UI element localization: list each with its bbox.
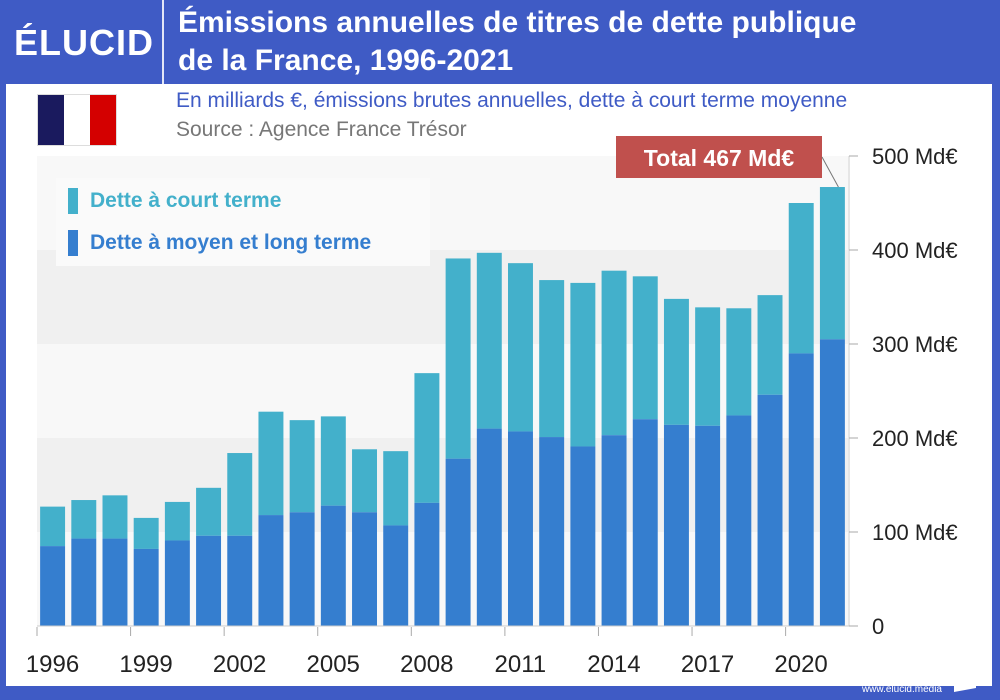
total-annotation: Total 467 Md€ <box>616 136 839 188</box>
x-tick-label: 2017 <box>681 651 734 678</box>
bar-short-term-2003 <box>258 411 284 516</box>
bar-short-term-2019 <box>757 295 783 395</box>
legend-swatch-short-term <box>68 188 78 214</box>
bar-short-term-2008 <box>414 373 440 503</box>
bar-long-term-2015 <box>632 419 658 626</box>
x-tick-label: 2020 <box>774 651 827 678</box>
bar-short-term-2015 <box>632 276 658 420</box>
bar-short-term-2020 <box>788 203 814 354</box>
bar-long-term-2013 <box>570 446 596 626</box>
bar-short-term-2012 <box>539 280 565 438</box>
x-tick-label: 2014 <box>587 651 640 678</box>
bar-short-term-2011 <box>508 263 533 432</box>
bar-long-term-2002 <box>227 535 253 626</box>
flag-stripe-red <box>90 95 116 145</box>
bar-short-term-1996 <box>40 506 66 547</box>
bar-long-term-2019 <box>757 394 783 626</box>
x-tick-label: 2005 <box>307 651 360 678</box>
bar-short-term-2009 <box>445 258 471 459</box>
legend-item-long-term: Dette à moyen et long terme <box>68 230 371 256</box>
chart-subtitle: En milliards €, émissions brutes annuell… <box>176 89 848 112</box>
bar-long-term-2016 <box>663 424 689 626</box>
y-tick-label: 200 Md€ <box>872 426 958 451</box>
bar-long-term-2004 <box>289 512 315 626</box>
header-divider <box>162 0 164 84</box>
legend-label-long-term: Dette à moyen et long terme <box>90 231 372 254</box>
bar-short-term-2006 <box>352 449 377 513</box>
annotation-leader-line <box>821 156 839 188</box>
y-tick-label: 0 <box>872 614 884 639</box>
legend-swatch-long-term <box>68 230 78 256</box>
bar-short-term-2010 <box>476 252 502 429</box>
bar-long-term-2009 <box>445 458 471 626</box>
bar-long-term-1997 <box>71 538 97 626</box>
bar-short-term-2002 <box>227 453 253 536</box>
x-tick-label: 1999 <box>119 651 172 678</box>
bar-long-term-2000 <box>164 540 190 626</box>
flag-stripe-white <box>64 95 90 145</box>
bar-long-term-2003 <box>258 515 284 626</box>
x-tick-label: 2002 <box>213 651 266 678</box>
bar-short-term-2013 <box>570 282 596 447</box>
chart-source: Source : Agence France Trésor <box>176 118 467 141</box>
bar-long-term-1998 <box>102 538 128 626</box>
bar-long-term-2005 <box>320 505 346 626</box>
bar-long-term-2001 <box>196 535 222 626</box>
bar-short-term-2017 <box>695 307 721 426</box>
bar-long-term-2006 <box>352 512 377 626</box>
bar-long-term-1996 <box>40 546 66 626</box>
bar-short-term-2004 <box>289 420 315 513</box>
elucid-logo: ÉLUCID <box>14 22 154 63</box>
bar-short-term-2014 <box>601 270 627 436</box>
bar-short-term-2016 <box>663 298 689 425</box>
flag-stripe-blue <box>38 95 64 145</box>
footer-url: www.elucid.media <box>861 684 942 695</box>
bar-short-term-2001 <box>196 487 222 536</box>
x-tick-label: 2011 <box>495 651 547 678</box>
bar-short-term-2018 <box>726 308 752 416</box>
legend: Dette à court terme Dette à moyen et lon… <box>56 178 430 266</box>
annotation-label: Total 467 Md€ <box>644 145 795 171</box>
y-tick-label: 500 Md€ <box>872 144 958 169</box>
y-tick-label: 400 Md€ <box>872 238 958 263</box>
bar-short-term-1998 <box>102 495 128 539</box>
x-tick-label: 1996 <box>26 651 79 678</box>
bar-long-term-2021 <box>819 339 845 626</box>
chart-title-line2: de la France, 1996-2021 <box>178 44 514 77</box>
legend-label-short-term: Dette à court terme <box>90 189 282 212</box>
annotation-box <box>616 136 822 178</box>
bar-short-term-1997 <box>71 500 97 539</box>
x-tick-label: 2008 <box>400 651 453 678</box>
bar-long-term-2008 <box>414 502 440 626</box>
y-tick-label: 300 Md€ <box>872 332 958 357</box>
bar-long-term-2014 <box>601 435 627 626</box>
bar-short-term-1999 <box>133 517 159 549</box>
y-tick-label: 100 Md€ <box>872 520 958 545</box>
axes: 0 100 Md€ 200 Md€ 300 Md€ 400 Md€ 500 Md€ 1996… <box>26 144 958 678</box>
bar-short-term-2021 <box>819 187 845 340</box>
bar-short-term-2000 <box>164 501 190 541</box>
bar-long-term-2017 <box>695 425 721 626</box>
bar-long-term-2018 <box>726 415 752 626</box>
header: ÉLUCID Émissions annuelles de titres de … <box>0 0 1000 84</box>
bar-long-term-2012 <box>539 437 565 626</box>
bar-long-term-1999 <box>133 548 159 626</box>
bar-short-term-2005 <box>320 416 346 506</box>
bar-long-term-2011 <box>508 431 533 626</box>
bar-long-term-2007 <box>383 525 409 626</box>
elucid-mark-icon <box>954 678 976 692</box>
bar-long-term-2020 <box>788 353 814 626</box>
bar-long-term-2010 <box>476 428 502 626</box>
bars <box>40 187 845 626</box>
france-flag-icon <box>37 94 117 146</box>
chart-title: Émissions annuelles de titres de dette p… <box>178 4 978 80</box>
chart-title-line1: Émissions annuelles de titres de dette p… <box>178 6 857 39</box>
legend-item-short-term: Dette à court terme <box>68 188 281 214</box>
bar-short-term-2007 <box>383 451 409 526</box>
